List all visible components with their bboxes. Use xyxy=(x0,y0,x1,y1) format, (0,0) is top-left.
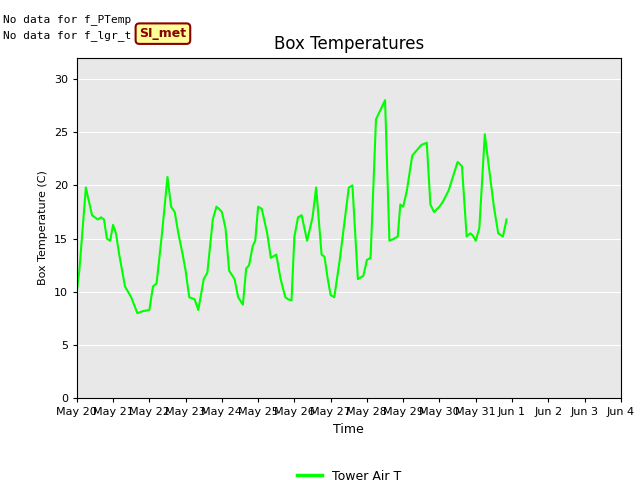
Legend: Tower Air T: Tower Air T xyxy=(292,465,406,480)
Text: SI_met: SI_met xyxy=(140,27,186,40)
Title: Box Temperatures: Box Temperatures xyxy=(274,35,424,53)
Text: No data for f_lgr_t: No data for f_lgr_t xyxy=(3,30,131,41)
X-axis label: Time: Time xyxy=(333,423,364,436)
Text: No data for f_PTemp: No data for f_PTemp xyxy=(3,13,131,24)
Y-axis label: Box Temperature (C): Box Temperature (C) xyxy=(38,170,48,286)
